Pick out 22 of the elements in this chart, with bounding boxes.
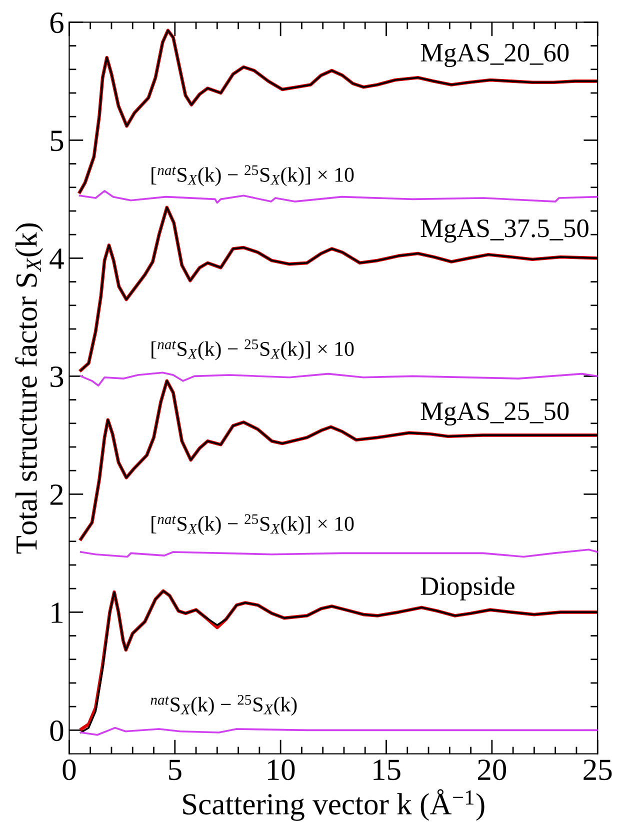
y-tick-label: 0 [50, 720, 64, 742]
y-tick-label: 2 [50, 484, 63, 505]
x-tick-label: 10 [268, 760, 295, 780]
text: [$^{nat}$S$_{X}$(k) − $^{25}$S$_{X}$(k)] × 10 [152, 339, 354, 360]
annotation: Diopside [420, 576, 514, 600]
x-tick-label: 25 [584, 760, 612, 780]
y-tick-label: 6 [50, 12, 64, 34]
x-axis-title: Scattering vector k (Å$^{−1}$) [183, 789, 484, 821]
text: [$^{nat}$S$_{X}$(k) − $^{25}$S$_{X}$(k)] × 10 [152, 514, 354, 536]
annotation: MgAS_20_60 [420, 44, 569, 68]
y-tick-label: 3 [50, 366, 64, 388]
y-tick-label: 5 [50, 130, 64, 152]
text: [$^{nat}$S$_{X}$(k) − $^{25}$S$_{X}$(k)] × 10 [152, 165, 354, 186]
annotation: MgAS_25_50 [420, 402, 569, 426]
x-tick-label: 15 [374, 760, 400, 780]
y-tick-label: 4 [50, 248, 64, 269]
y-axis-title: Total structure factor S$_{X}$(k) [15, 223, 44, 554]
y-tick-label: 1 [52, 602, 63, 623]
annotation: MgAS_37.5_50 [420, 219, 588, 243]
annotation: $^{nat}$S$_{X}$(k) − $^{25}$S$_{X}$(k) [150, 694, 297, 716]
x-tick-label: 5 [169, 760, 182, 780]
x-tick-label: 20 [478, 760, 506, 780]
